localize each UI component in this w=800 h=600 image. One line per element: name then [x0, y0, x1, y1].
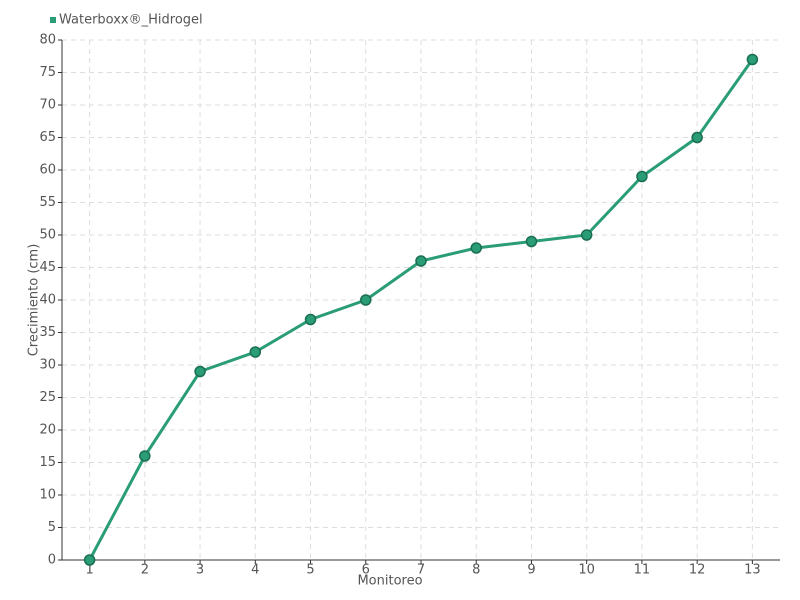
y-tick-label: 25 — [39, 390, 56, 405]
y-tick-label: 5 — [48, 520, 56, 535]
y-tick-label: 40 — [39, 293, 56, 308]
y-tick-label: 45 — [39, 260, 56, 275]
point — [636, 170, 648, 183]
x-tick-label: 12 — [689, 563, 706, 578]
point — [139, 450, 151, 462]
x-tick-label: 5 — [306, 563, 314, 578]
point — [470, 242, 482, 254]
point — [249, 346, 262, 358]
legend-label: Waterboxx®_Hidrogel — [59, 13, 203, 28]
point — [415, 255, 427, 267]
point — [691, 131, 703, 144]
y-tick-label: 65 — [39, 130, 56, 145]
y-tick-label: 35 — [39, 325, 56, 340]
x-tick-label: 4 — [251, 563, 259, 578]
x-tick-label: 6 — [362, 563, 370, 578]
x-axis-label: Monitoreo — [357, 574, 422, 589]
x-tick-label: 2 — [141, 563, 149, 578]
y-tick-label: 75 — [39, 65, 56, 80]
y-tick-label: 30 — [39, 358, 56, 373]
y-tick-label: 15 — [39, 455, 56, 470]
x-tick-label: 8 — [472, 563, 480, 578]
x-tick-label: 7 — [417, 563, 425, 578]
y-tick-label: 60 — [39, 163, 56, 178]
x-tick-label: 11 — [634, 563, 651, 578]
y-axis-label: Crecimiento (cm) — [27, 244, 42, 357]
point — [304, 313, 317, 326]
point — [83, 554, 96, 566]
x-tick-label: 9 — [527, 563, 535, 578]
y-tick-label: 55 — [39, 195, 56, 210]
legend-swatch — [50, 17, 56, 23]
x-tick-label: 10 — [578, 563, 595, 578]
x-tick-label: 3 — [196, 563, 204, 578]
y-tick-label: 50 — [39, 228, 56, 243]
y-tick-label: 70 — [39, 98, 56, 113]
y-tick-label: 80 — [39, 33, 56, 48]
point — [360, 294, 372, 306]
point — [580, 229, 593, 241]
y-tick-label: 20 — [39, 423, 56, 438]
x-tick-label: 13 — [744, 563, 761, 578]
y-tick-label: 10 — [39, 488, 56, 503]
point — [746, 53, 759, 66]
y-tick-label: 0 — [48, 553, 56, 568]
point — [194, 365, 206, 378]
point — [525, 235, 538, 248]
x-tick-label: 1 — [85, 563, 93, 578]
